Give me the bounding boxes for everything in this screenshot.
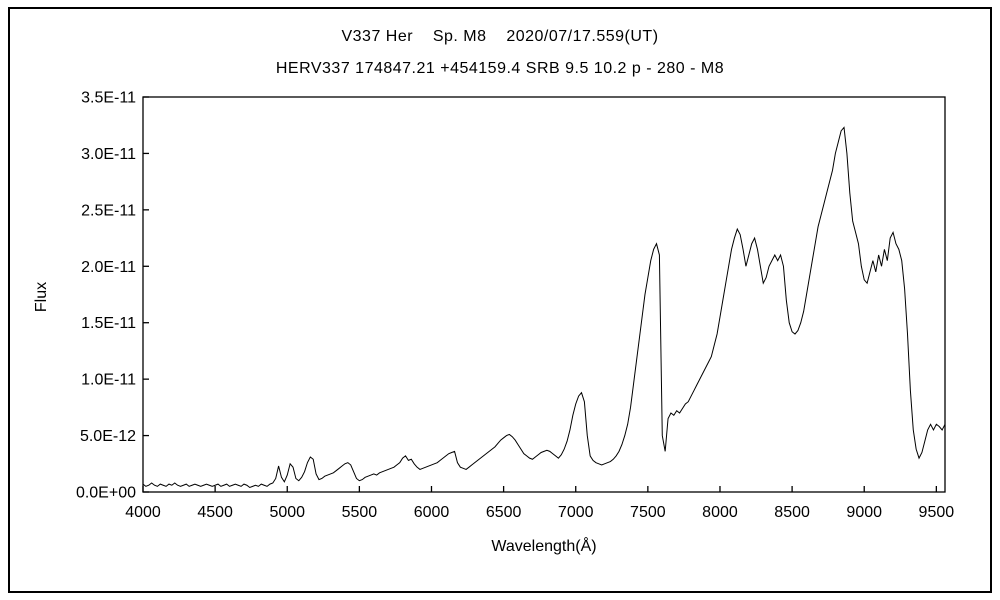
x-tick-label: 7000	[558, 504, 594, 521]
chart-title: V337 Her Sp. M8 2020/07/17.559(UT)	[341, 28, 659, 45]
x-tick-label: 9500	[919, 504, 955, 521]
x-tick-label: 8000	[702, 504, 738, 521]
plot-box	[142, 96, 946, 493]
figure-frame	[8, 7, 992, 593]
x-tick-label: 7500	[630, 504, 666, 521]
y-tick-label: 2.0E-11	[81, 259, 136, 276]
chart-subtitle: HERV337 174847.21 +454159.4 SRB 9.5 10.2…	[275, 60, 725, 77]
y-tick-label: 0.0E+00	[76, 485, 136, 502]
x-tick-label: 6500	[486, 504, 522, 521]
x-tick-label: 4500	[197, 504, 233, 521]
x-tick-label: 6000	[414, 504, 450, 521]
x-tick-label: 5500	[342, 504, 378, 521]
x-tick-label: 5000	[269, 504, 305, 521]
x-axis-label: Wavelength(Å)	[491, 538, 597, 555]
x-tick-label: 4000	[125, 504, 161, 521]
y-tick-label: 2.5E-11	[81, 202, 136, 219]
y-tick-label: 3.5E-11	[81, 90, 136, 107]
y-tick-label: 1.5E-11	[81, 315, 136, 332]
y-tick-label: 3.0E-11	[81, 146, 136, 163]
spectrum-line	[142, 126, 946, 489]
y-tick-label: 1.0E-11	[81, 372, 136, 389]
x-tick-label: 8500	[774, 504, 810, 521]
x-tick-label: 9000	[846, 504, 882, 521]
y-tick-label: 5.0E-12	[80, 428, 136, 445]
